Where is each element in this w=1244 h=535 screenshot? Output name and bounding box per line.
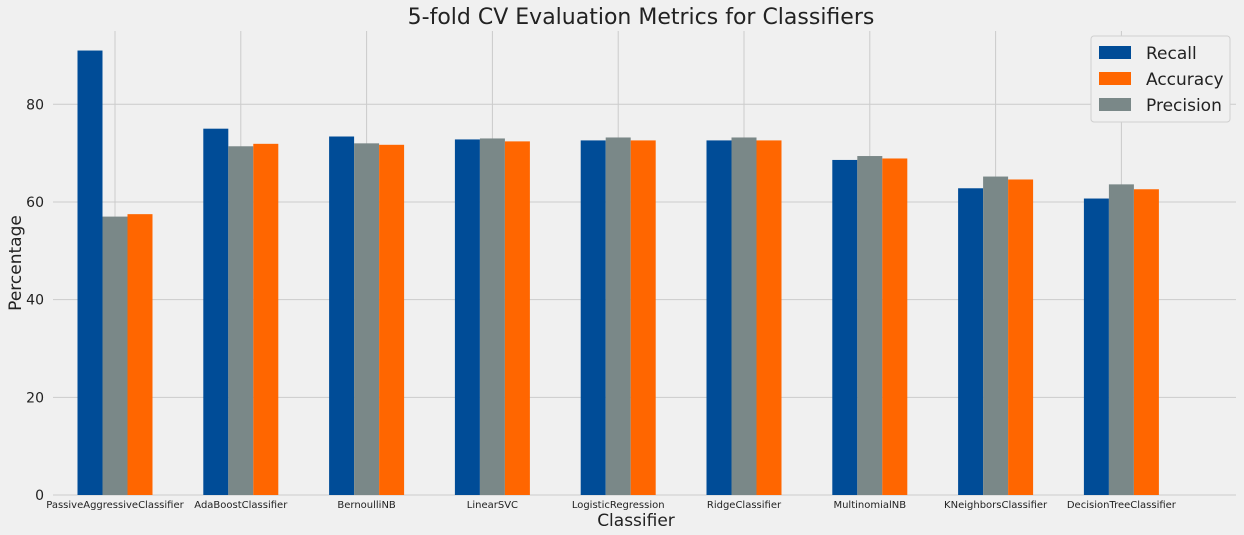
bar-accuracy-logisticregression: [630, 140, 656, 495]
legend-label-accuracy: Accuracy: [1146, 70, 1224, 90]
x-tick-label: RidgeClassifier: [707, 500, 782, 511]
x-tick-label: DecisionTreeClassifier: [1067, 500, 1177, 511]
bar-precision-ridgeclassifier: [731, 137, 757, 496]
bar-recall-linearsvc: [454, 139, 480, 495]
bar-precision-logisticregression: [605, 137, 631, 496]
x-axis-label: Classifier: [597, 511, 675, 531]
x-axis-ticks: PassiveAggressiveClassifier AdaBoostClass…: [46, 500, 1177, 511]
bar-accuracy-linearsvc: [504, 141, 530, 495]
bar-precision-adaboostclassifier: [228, 146, 254, 495]
y-tick-label: 40: [26, 293, 44, 309]
bar-recall-passiveaggressiveclassifier: [77, 50, 103, 496]
legend-label-recall: Recall: [1146, 44, 1197, 64]
bars: [77, 50, 1159, 496]
x-tick-label: PassiveAggressiveClassifier: [46, 500, 184, 511]
bar-accuracy-passiveaggressiveclassifier: [127, 214, 153, 495]
y-axis-ticks: 0 20 40 60 80: [26, 97, 44, 504]
legend-swatch-accuracy: [1099, 72, 1131, 85]
bar-accuracy-adaboostclassifier: [253, 143, 279, 495]
y-tick-label: 20: [26, 390, 44, 406]
bar-accuracy-decisiontreeclassifier: [1133, 189, 1159, 496]
bar-accuracy-multinomialnb: [882, 158, 908, 495]
chart-title: 5-fold CV Evaluation Metrics for Classif…: [408, 5, 875, 30]
y-axis-label: Percentage: [6, 215, 26, 311]
bar-recall-kneighborsclassifier: [958, 188, 984, 495]
y-tick-label: 80: [26, 97, 44, 113]
legend-label-precision: Precision: [1146, 96, 1222, 116]
legend: Recall Accuracy Precision: [1090, 35, 1231, 123]
bar-recall-decisiontreeclassifier: [1083, 198, 1109, 495]
bar-precision-kneighborsclassifier: [983, 176, 1009, 495]
bar-recall-logisticregression: [580, 140, 606, 495]
x-tick-label: MultinomialNB: [833, 500, 906, 511]
x-tick-label: AdaBoostClassifier: [194, 500, 288, 511]
legend-swatch-precision: [1099, 98, 1131, 111]
x-tick-label: LinearSVC: [467, 500, 518, 511]
bar-precision-multinomialnb: [857, 156, 883, 496]
x-tick-label: BernoulliNB: [337, 500, 396, 511]
bar-recall-adaboostclassifier: [203, 128, 229, 495]
bar-recall-bernoullinb: [329, 136, 355, 495]
bar-precision-bernoullinb: [354, 143, 380, 495]
legend-swatch-recall: [1099, 46, 1131, 59]
y-tick-label: 0: [35, 488, 44, 504]
bar-recall-ridgeclassifier: [706, 140, 732, 495]
bar-precision-decisiontreeclassifier: [1108, 184, 1134, 496]
bar-precision-passiveaggressiveclassifier: [102, 216, 128, 495]
bar-precision-linearsvc: [479, 138, 505, 495]
bar-recall-multinomialnb: [832, 159, 858, 495]
bar-accuracy-ridgeclassifier: [756, 140, 782, 495]
bar-accuracy-bernoullinb: [379, 144, 405, 495]
bar-accuracy-kneighborsclassifier: [1008, 179, 1034, 496]
y-tick-label: 60: [26, 195, 44, 211]
x-tick-label: KNeighborsClassifier: [944, 500, 1048, 511]
x-tick-label: LogisticRegression: [572, 500, 665, 511]
